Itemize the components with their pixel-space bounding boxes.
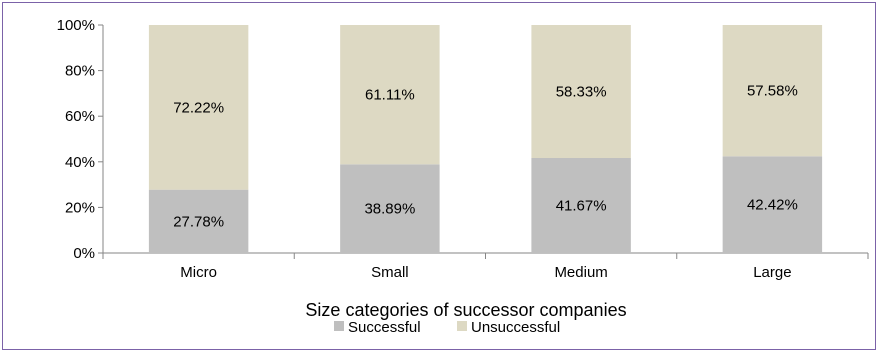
data-label: 58.33% [556, 83, 607, 100]
bar-successful-small [340, 164, 440, 253]
legend-swatch [457, 321, 467, 331]
y-tick-label: 20% [65, 199, 95, 216]
data-label: 72.22% [173, 99, 224, 116]
y-tick-label: 80% [65, 63, 95, 80]
x-tick-label: Large [753, 264, 791, 281]
data-label: 38.89% [364, 201, 415, 218]
legend-label: Successful [348, 319, 421, 336]
data-label: 42.42% [747, 197, 798, 214]
data-label: 27.78% [173, 213, 224, 230]
data-label: 57.58% [747, 83, 798, 100]
x-axis-title: Size categories of successor companies [305, 300, 626, 320]
x-axis: Micro Small Medium Large [102, 252, 869, 281]
bar-unsuccessful-large [722, 25, 823, 157]
bar-successful-large [722, 156, 823, 253]
x-tick-label: Micro [180, 264, 217, 281]
data-labels: 27.78% 72.22% 38.89% 61.11% 41.67% 58.33% 42.4… [173, 83, 798, 231]
legend-swatch [334, 321, 344, 331]
bars [148, 25, 823, 253]
y-tick-label: 0% [73, 245, 95, 262]
y-tick-label: 40% [65, 154, 95, 171]
bar-unsuccessful-medium [531, 25, 631, 158]
bar-unsuccessful-small [340, 25, 440, 165]
data-label: 61.11% [365, 87, 415, 104]
x-tick-label: Small [371, 264, 409, 281]
y-tick-label: 60% [65, 108, 95, 125]
y-axis: 0% 20% 40% 60% 80% 100% [57, 17, 104, 262]
bar-unsuccessful-micro [148, 25, 249, 190]
legend-label: Unsuccessful [471, 319, 560, 336]
x-tick-label: Medium [554, 264, 607, 281]
bar-successful-micro [148, 189, 249, 253]
bar-successful-medium [531, 157, 631, 253]
legend: Successful Unsuccessful [334, 319, 560, 336]
data-label: 41.67% [556, 197, 607, 214]
y-tick-label: 100% [57, 17, 95, 34]
